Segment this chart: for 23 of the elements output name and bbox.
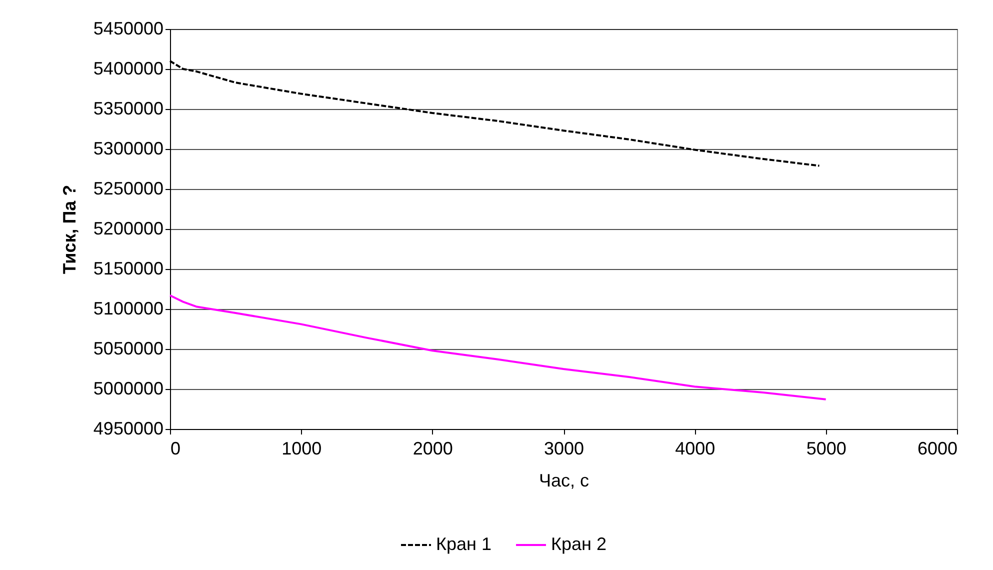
x-tick-label: 2000 [412, 438, 453, 458]
y-tick-label: 5050000 [93, 338, 164, 358]
x-tick-label: 3000 [544, 438, 584, 458]
y-tick-label: 4950000 [93, 418, 164, 438]
y-tick-label: 5000000 [93, 378, 164, 398]
legend-label: Кран 2 [551, 534, 606, 554]
y-tick-label: 5400000 [93, 58, 164, 78]
y-tick-label: 5450000 [93, 18, 164, 38]
y-tick-label: 5200000 [93, 218, 164, 238]
y-tick-label: 5100000 [93, 298, 164, 318]
x-tick-label: 0 [170, 438, 181, 458]
line-series [169, 294, 827, 400]
y-tick-label: 5350000 [93, 98, 164, 118]
y-tick-label: 5250000 [93, 178, 164, 198]
legend-label: Кран 1 [436, 534, 492, 554]
x-tick-label: 6000 [917, 438, 958, 458]
y-tick-label: 5150000 [93, 258, 164, 278]
y-tick-label: 5300000 [93, 138, 164, 158]
x-tick-label: 1000 [282, 438, 322, 458]
x-tick-label: 4000 [675, 438, 716, 458]
y-axis-title: Тиск, Па ? [59, 184, 80, 274]
x-tick-label: 5000 [806, 438, 846, 458]
x-axis-title: Час, с [538, 470, 590, 490]
